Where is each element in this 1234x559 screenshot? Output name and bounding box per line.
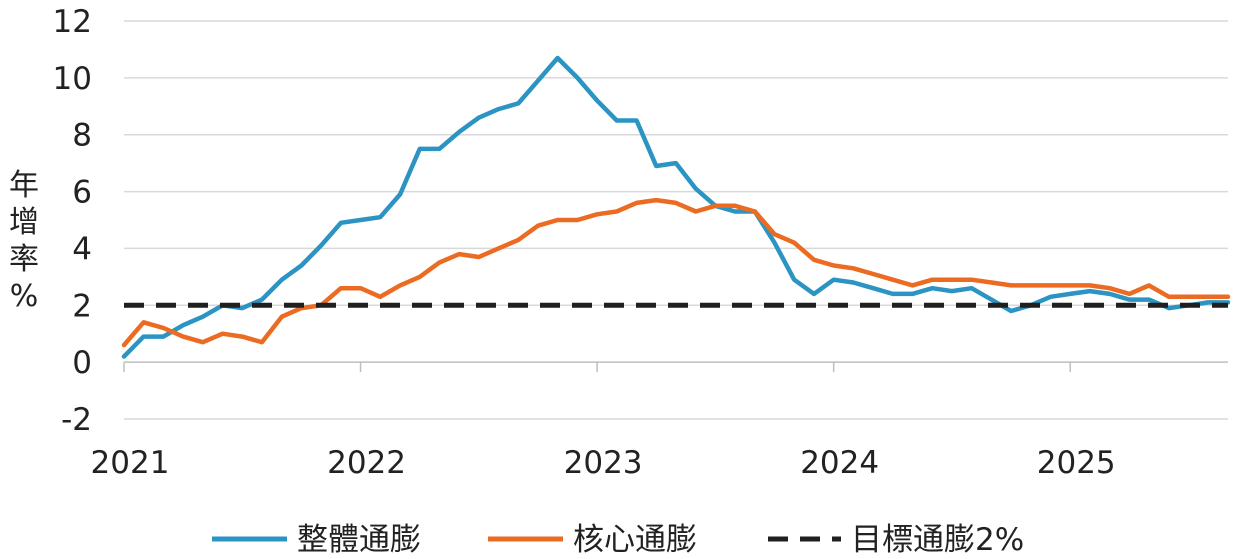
series-line-1 <box>121 55 1231 359</box>
y-axis-label-char: 增 <box>9 205 39 240</box>
x-tick-label: 2022 <box>327 445 406 481</box>
legend-label-1: 整體通膨 <box>297 522 421 558</box>
y-tick-label: 8 <box>72 118 92 154</box>
grid-lines <box>124 20 1228 420</box>
y-tick-label: 4 <box>72 231 92 267</box>
y-tick-label: 2 <box>72 288 92 324</box>
x-tick-label: 2023 <box>564 445 643 481</box>
legend: 整體通膨 核心通膨 目標通膨2% <box>212 522 1024 558</box>
y-axis-label-char: 年 <box>9 168 39 203</box>
x-tick-labels: 2021 2022 2023 2024 2025 <box>91 445 1116 481</box>
x-tick-label: 2021 <box>91 445 170 481</box>
y-tick-label: 12 <box>53 4 92 40</box>
legend-label-2: 核心通膨 <box>573 522 697 558</box>
y-tick-label: 10 <box>53 61 92 97</box>
x-axis <box>123 361 1228 373</box>
y-axis-label-char: 率 <box>9 242 39 277</box>
y-tick-label: -2 <box>61 402 92 438</box>
y-axis-label-char: % <box>10 279 39 314</box>
y-tick-label: 0 <box>72 345 92 381</box>
y-tick-label: 6 <box>72 175 92 211</box>
y-axis-label: 年增率% <box>9 168 39 314</box>
y-tick-labels: -2 0 2 4 6 8 10 12 <box>53 4 92 438</box>
series-lines <box>121 55 1231 359</box>
x-tick-label: 2025 <box>1037 445 1116 481</box>
series-line-2 <box>121 197 1231 348</box>
legend-label-3: 目標通膨2% <box>851 522 1024 558</box>
x-tick-label: 2024 <box>800 445 879 481</box>
